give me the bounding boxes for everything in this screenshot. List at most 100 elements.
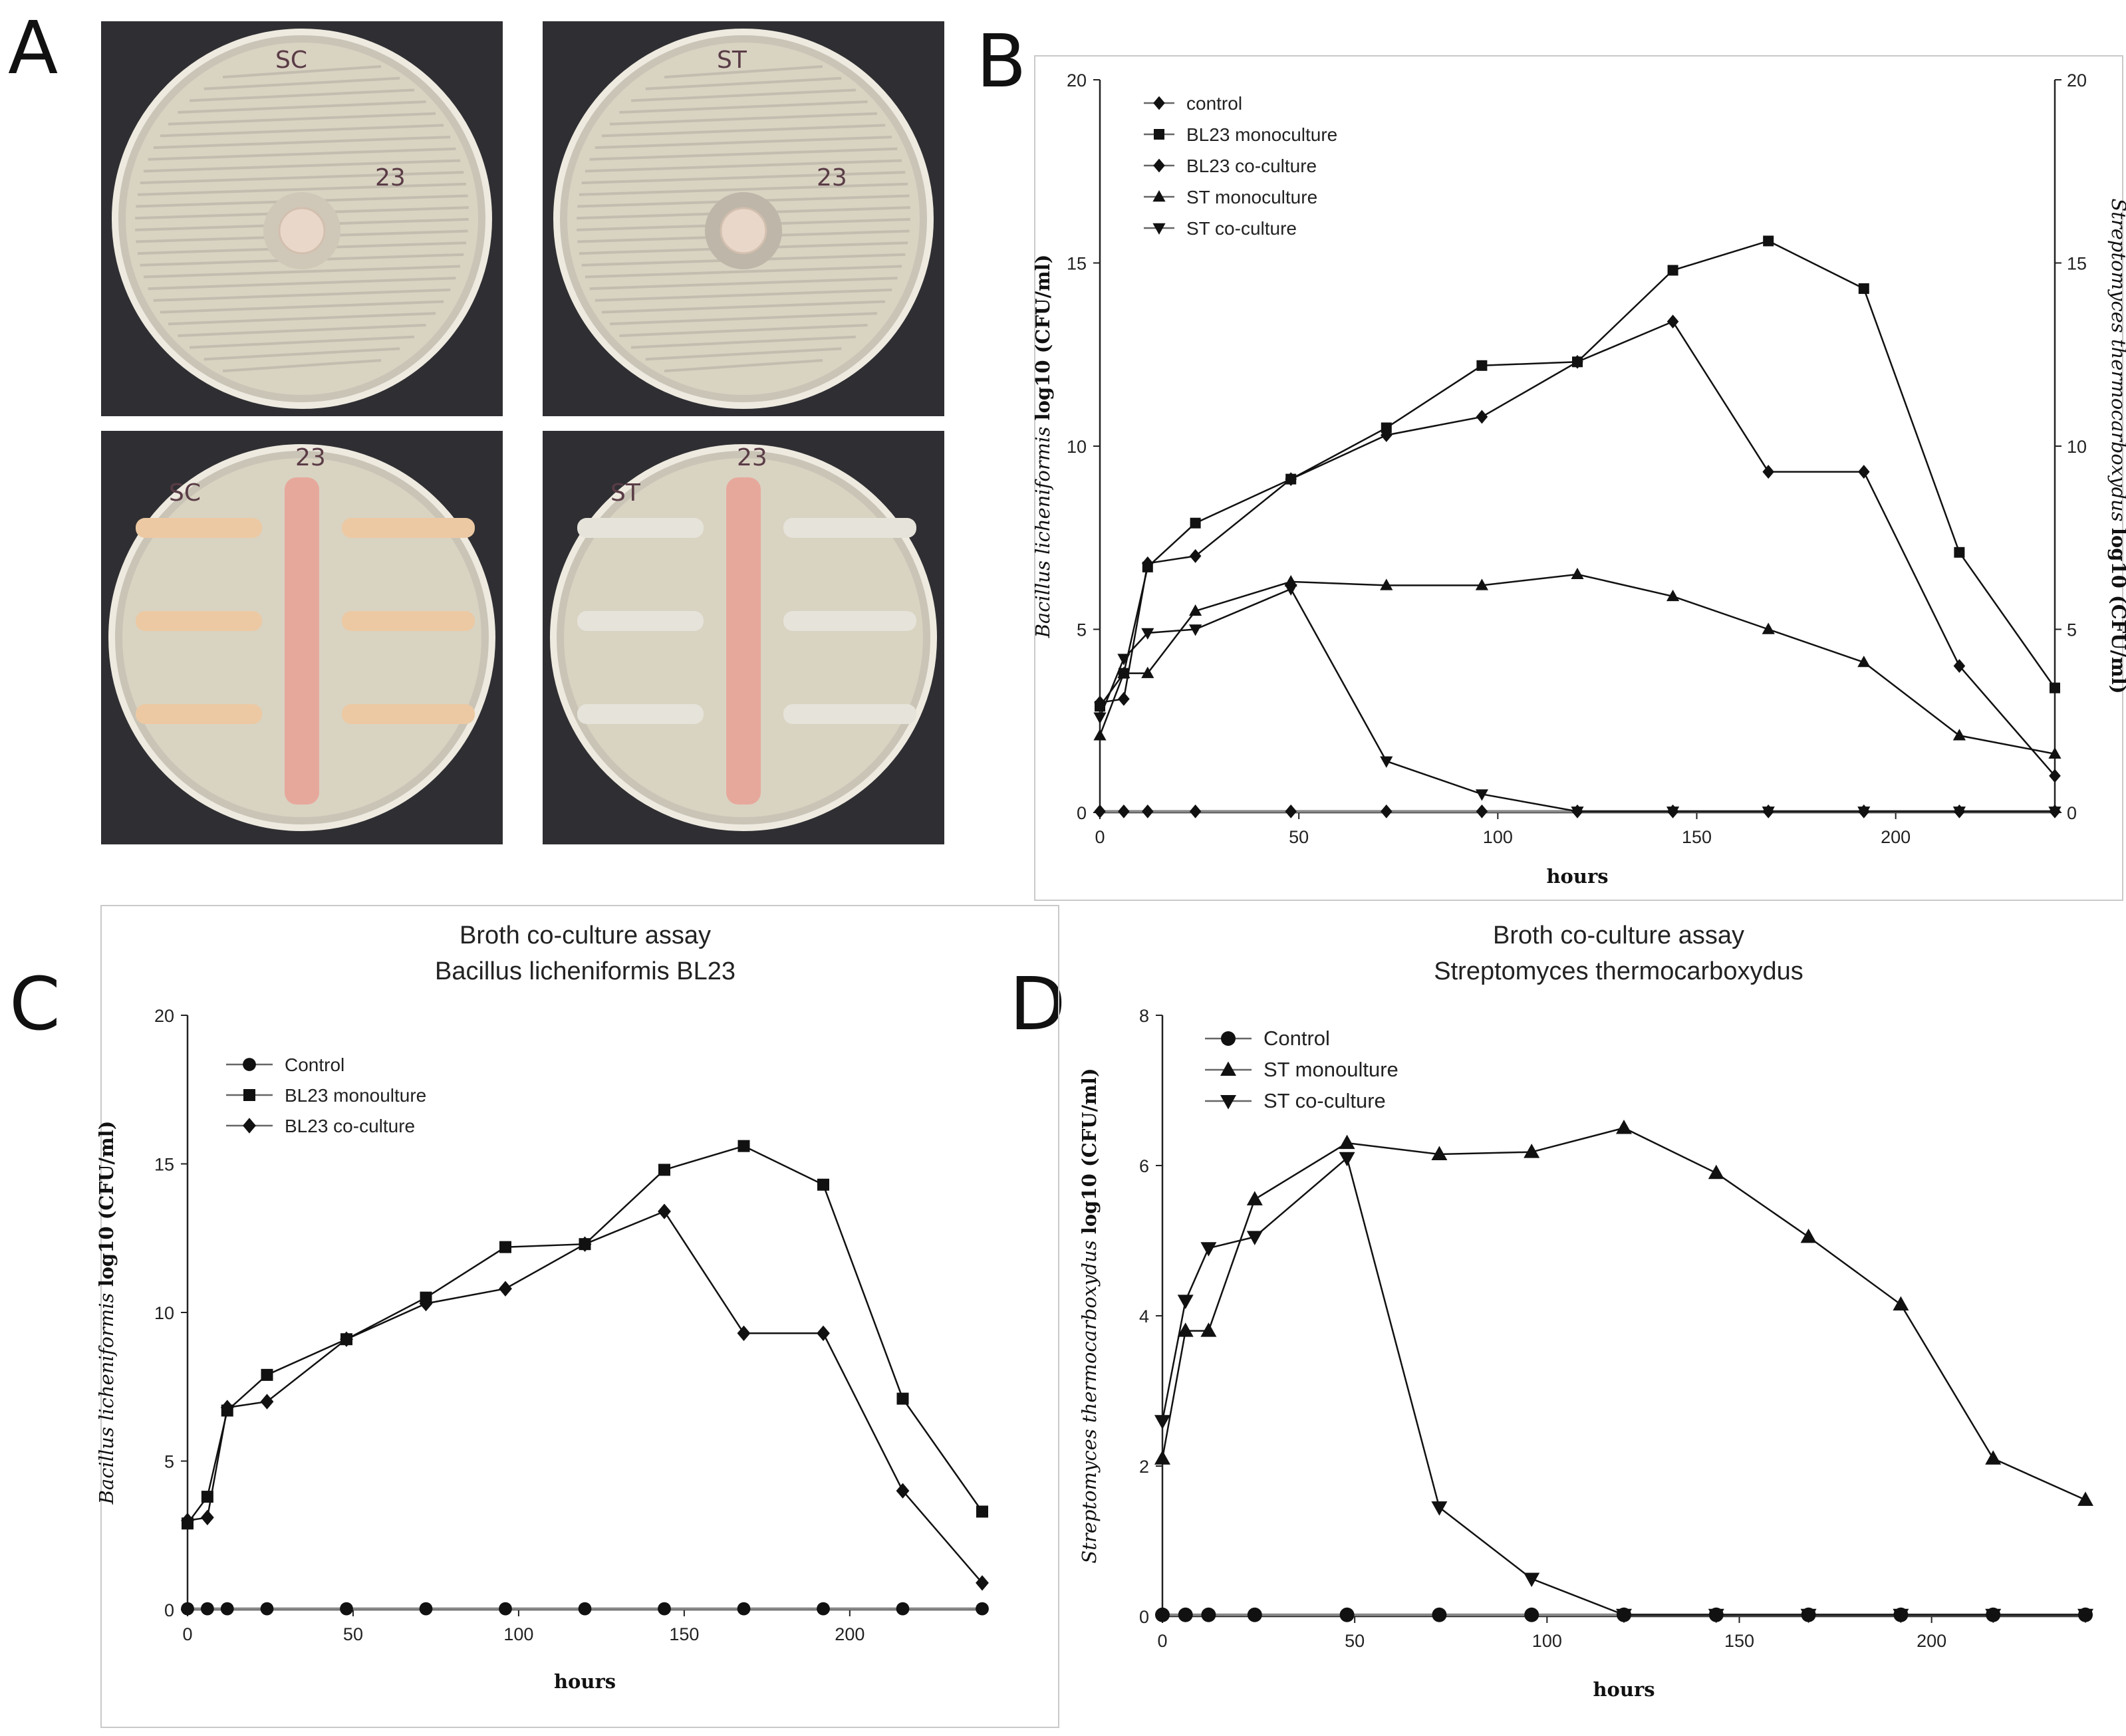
y2-axis-label-unit: log10 (CFU/ml) — [2107, 528, 2126, 694]
lawn-streak — [168, 312, 436, 326]
test-streak — [577, 704, 704, 724]
y-tick-label: 5 — [164, 1452, 174, 1472]
series-st-monoulture — [1154, 1120, 2093, 1506]
test-streak — [577, 518, 704, 538]
series-bl23-monoulture — [182, 1140, 988, 1530]
lawn-streak — [595, 288, 892, 302]
legend-label: ST monoculture — [1186, 187, 1317, 207]
data-point — [976, 1505, 988, 1518]
data-point — [499, 1281, 512, 1297]
data-point — [1708, 1608, 1724, 1624]
data-point — [1476, 804, 1488, 818]
data-point — [1284, 574, 1297, 587]
data-point — [1800, 1228, 1817, 1243]
test-streak — [342, 704, 475, 724]
chart-frame — [1034, 55, 2123, 901]
data-point — [1141, 628, 1154, 640]
legend-item: control — [1144, 93, 1242, 114]
data-point — [1985, 1608, 2002, 1624]
data-point — [1200, 1322, 1217, 1337]
legend-label: BL23 co-culture — [1186, 156, 1317, 176]
data-point — [1142, 556, 1154, 570]
data-point — [1431, 1146, 1448, 1161]
lawn-streak — [619, 100, 868, 114]
data-point — [1154, 1415, 1170, 1429]
test-streak — [783, 704, 916, 724]
data-point — [1142, 804, 1154, 818]
lawn-streak — [585, 265, 902, 279]
data-point — [1857, 806, 1871, 818]
data-point — [1985, 1450, 2002, 1465]
lawn-streak — [585, 159, 902, 173]
plate-label-strain: 23 — [737, 444, 767, 471]
data-point — [419, 1602, 433, 1616]
y-tick-label: 8 — [1139, 1006, 1149, 1026]
data-point — [1246, 1231, 1263, 1245]
data-point — [817, 1325, 830, 1341]
y-axis-label-organism: Streptomyces thermocarboxydus — [1078, 1234, 1101, 1563]
lawn-streak — [664, 359, 823, 372]
data-point — [181, 1602, 194, 1616]
lawn-streak — [601, 300, 886, 314]
legend-item: BL23 co-culture — [226, 1116, 415, 1136]
legend-item: BL23 co-culture — [1144, 156, 1317, 176]
y-axis-label-unit: log10 (CFU/ml) — [1078, 1068, 1101, 1234]
data-point — [2048, 747, 2061, 759]
data-point — [1893, 1608, 1909, 1624]
data-point — [1616, 1120, 1632, 1134]
lawn-streak — [140, 171, 464, 185]
lawn-streak — [148, 277, 456, 291]
data-point — [1153, 96, 1165, 110]
lawn-streak — [160, 300, 444, 314]
plate-photo-1: SC 23 — [101, 21, 503, 416]
data-point — [1153, 158, 1165, 173]
series-line — [1099, 240, 2056, 707]
data-point — [1475, 789, 1488, 801]
chart-d: 0 50 100 150 200 0 2 4 6 8 Broth co-culture assay S… — [1078, 922, 2093, 1701]
series-line — [1161, 1156, 2085, 1616]
plate-photo-4: ST 23 — [543, 431, 944, 844]
legend-item: Control — [1205, 1027, 1330, 1050]
plate-label-organism: SC — [169, 479, 201, 507]
data-point — [1177, 1295, 1194, 1309]
lawn-streak — [630, 335, 857, 349]
data-point — [578, 1236, 592, 1252]
plate-photo-3: SC 23 — [101, 431, 503, 844]
data-point — [1762, 806, 1775, 818]
legend-item: BL23 monoculture — [1144, 124, 1337, 145]
data-point — [1178, 1607, 1193, 1622]
lawn-streak — [143, 159, 461, 173]
chart-title: Broth co-culture assay — [1493, 922, 1744, 949]
data-point — [1339, 1607, 1355, 1622]
series-line — [1161, 1127, 2086, 1501]
agar-plug — [720, 207, 767, 255]
lawn-streak — [137, 182, 467, 196]
x-tick-label: 50 — [343, 1624, 363, 1644]
x-tick-label: 150 — [1682, 827, 1712, 847]
series-line — [1099, 320, 2056, 777]
legend-label: ST monoulture — [1263, 1058, 1398, 1081]
data-point — [1117, 666, 1130, 678]
data-point — [1858, 283, 1869, 295]
data-point — [419, 1295, 433, 1312]
data-point — [2077, 1491, 2093, 1506]
test-streak — [577, 611, 704, 631]
data-point — [260, 1394, 274, 1410]
data-point — [1475, 578, 1488, 590]
lawn-streak — [178, 100, 426, 114]
data-point — [1763, 235, 1774, 247]
legend-label: ST co-culture — [1263, 1089, 1386, 1112]
data-point — [243, 1118, 256, 1134]
x-tick-label: 100 — [1483, 827, 1513, 847]
data-point — [1616, 1608, 1632, 1624]
series-line — [187, 1210, 983, 1584]
x-axis-label: hours — [554, 1670, 616, 1693]
panel-label-a: A — [8, 5, 59, 90]
lawn-streak — [203, 347, 400, 361]
data-point — [1524, 1144, 1540, 1158]
y-tick-label: 6 — [1139, 1156, 1149, 1176]
y-tick-label: 2 — [1139, 1457, 1149, 1477]
chart-c: 0 50 100 150 200 0 5 10 15 20 Broth co-culture ass… — [95, 905, 1059, 1728]
data-point — [1432, 1607, 1447, 1622]
